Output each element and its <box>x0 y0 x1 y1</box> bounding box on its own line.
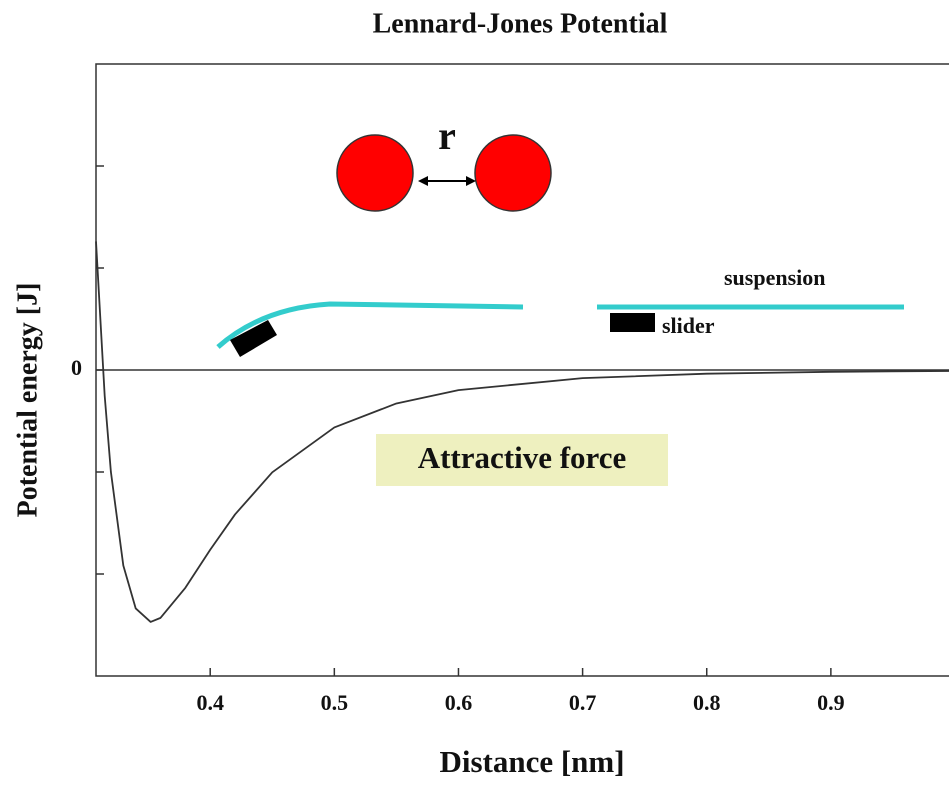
atom <box>475 135 551 211</box>
x-tick-label: 0.9 <box>817 690 845 715</box>
y-tick-label: 0 <box>71 355 82 380</box>
y-axis-label: Potential energy [J] <box>12 283 43 518</box>
slider-label: slider <box>662 313 715 338</box>
suspension-label: suspension <box>724 265 826 290</box>
x-tick-label: 0.4 <box>196 690 224 715</box>
chart-title: Lennard-Jones Potential <box>373 8 668 39</box>
background <box>0 0 949 786</box>
atom <box>337 135 413 211</box>
chart: Lennard-Jones Potential Distance [nm] Po… <box>0 0 949 786</box>
x-axis-label: Distance [nm] <box>439 744 624 779</box>
x-tick-label: 0.8 <box>693 690 721 715</box>
page: Lennard-Jones Potential Distance [nm] Po… <box>0 0 949 786</box>
x-tick-label: 0.7 <box>569 690 597 715</box>
annotation: Attractive force <box>418 440 627 475</box>
x-tick-label: 0.5 <box>321 690 349 715</box>
distance-label: r <box>438 113 456 158</box>
x-tick-label: 0.6 <box>445 690 473 715</box>
slider-block <box>610 313 655 332</box>
